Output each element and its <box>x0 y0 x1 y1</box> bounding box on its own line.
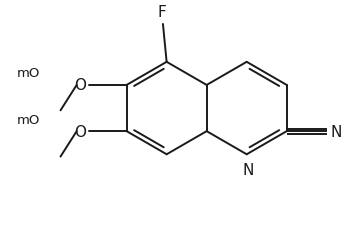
Text: N: N <box>243 162 254 177</box>
Text: mO: mO <box>17 113 40 126</box>
Text: O: O <box>74 78 86 93</box>
Text: mO: mO <box>17 67 40 80</box>
Text: N: N <box>330 124 342 139</box>
Text: F: F <box>158 5 166 20</box>
Text: O: O <box>74 124 86 139</box>
